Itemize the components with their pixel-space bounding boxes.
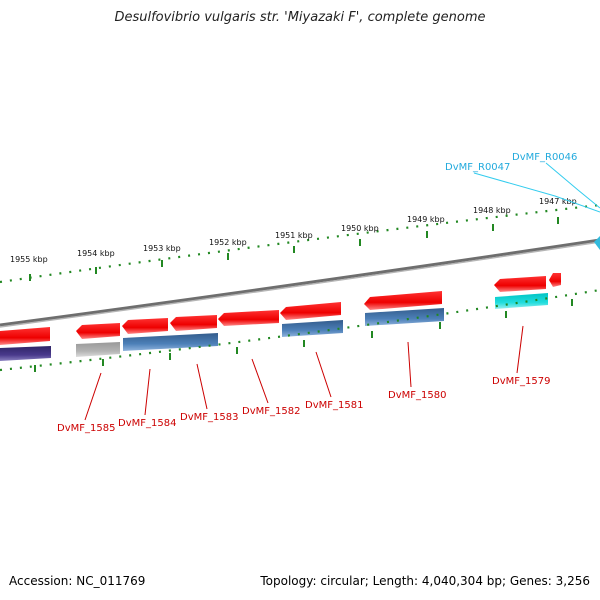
scale-label-1950: 1950 kbp (341, 224, 379, 233)
rna-leader-r0047 (473, 172, 600, 213)
gene-arrow[interactable] (76, 323, 120, 339)
feature-blue[interactable] (123, 333, 218, 351)
gene-arrow[interactable] (170, 315, 217, 331)
feature-purple[interactable] (0, 346, 51, 361)
feature-gray[interactable] (76, 342, 120, 357)
reverse-strand-features (0, 293, 548, 361)
gene-arrow[interactable] (494, 276, 546, 292)
gene-arrow[interactable] (549, 273, 561, 287)
rna-label-r0046: DvMF_R0046 (512, 152, 577, 163)
gene-label-dvmf-1579: DvMF_1579 (492, 376, 550, 387)
genome-summary-text: Topology: circular; Length: 4,040,304 bp… (260, 574, 590, 588)
gene-label-dvmf-1585: DvMF_1585 (57, 423, 115, 434)
rna-leader-r0046 (545, 162, 600, 209)
map-title: Desulfovibrio vulgaris str. 'Miyazaki F'… (114, 10, 486, 25)
gene-arrow[interactable] (218, 310, 279, 326)
scale-label-1948: 1948 kbp (473, 206, 511, 215)
rna-feature-marker (594, 236, 600, 250)
scale-label-1954: 1954 kbp (77, 249, 115, 258)
outer-major-ticks (29, 217, 559, 281)
gene-arrow[interactable] (0, 327, 50, 345)
inner-major-ticks (34, 299, 573, 372)
inner-scale-ring (0, 288, 600, 372)
feature-cyan[interactable] (495, 293, 548, 309)
gene-label-dvmf-1581: DvMF_1581 (305, 400, 363, 411)
gene-label-dvmf-1584: DvMF_1584 (118, 418, 176, 429)
gene-arrow[interactable] (280, 302, 341, 320)
gene-label-dvmf-1580: DvMF_1580 (388, 390, 446, 401)
scale-label-1947: 1947 kbp (539, 197, 577, 206)
feature-blue[interactable] (365, 308, 444, 326)
scale-label-1953: 1953 kbp (143, 244, 181, 253)
scale-label-1955: 1955 kbp (10, 255, 48, 264)
scale-label-1949: 1949 kbp (407, 215, 445, 224)
scale-label-1951: 1951 kbp (275, 231, 313, 240)
gene-leader-lines (84, 325, 524, 421)
forward-strand-genes (0, 273, 561, 345)
gene-label-dvmf-1582: DvMF_1582 (242, 406, 300, 417)
gene-label-dvmf-1583: DvMF_1583 (180, 412, 238, 423)
gene-arrow[interactable] (364, 291, 442, 310)
accession-text: Accession: NC_011769 (9, 574, 146, 588)
rna-label-r0047: DvMF_R0047 (445, 162, 510, 173)
outer-scale-ring (0, 203, 600, 284)
feature-blue[interactable] (282, 320, 343, 337)
gene-arrow[interactable] (122, 318, 168, 334)
genome-backbone (0, 238, 600, 327)
scale-label-1952: 1952 kbp (209, 238, 247, 247)
